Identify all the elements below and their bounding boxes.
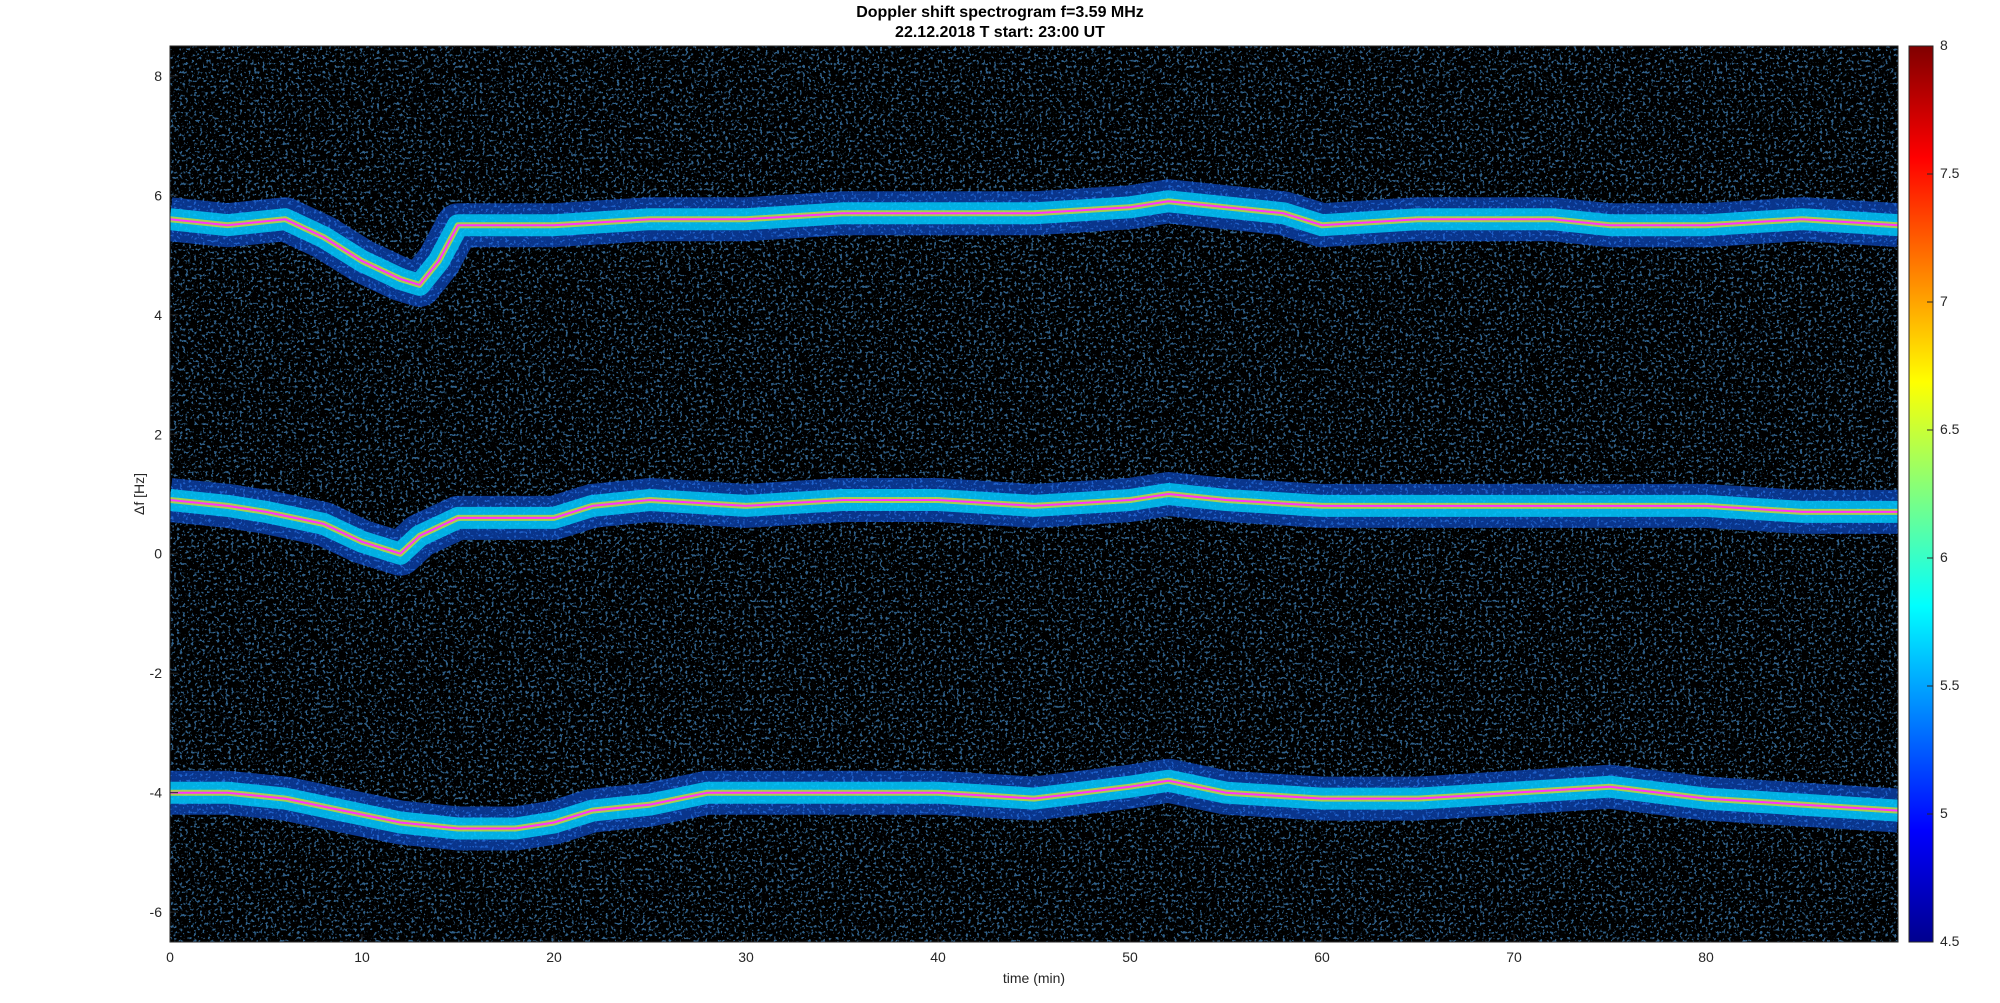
trace-lines	[170, 200, 1898, 830]
colorbar	[1908, 45, 1934, 943]
y-tick-label: -4	[150, 785, 163, 801]
x-axis: 0 10 20 30 40 50 60 70 80	[166, 934, 1714, 965]
colorbar-tick-label: 6	[1940, 549, 1948, 565]
y-tick-label: 4	[154, 307, 162, 323]
colorbar-tick-label: 7.5	[1940, 165, 1960, 181]
colorbar-tick-label: 4.5	[1940, 933, 1960, 949]
x-tick-label: 50	[1122, 949, 1138, 965]
colorbar-tick-label: 8	[1940, 37, 1948, 53]
chart-subtitle: 22.12.2018 T start: 23:00 UT	[895, 24, 1105, 41]
colorbar-tick-label: 7	[1940, 293, 1948, 309]
colorbar-ticks: 8 7.5 7 6.5 6 5.5 5 4.5	[1927, 37, 1960, 949]
x-tick-label: 20	[546, 949, 562, 965]
x-tick-label: 40	[930, 949, 946, 965]
y-axis: 8 6 4 2 0 -2 -4 -6	[150, 68, 178, 920]
y-tick-label: 2	[154, 426, 162, 442]
x-tick-label: 0	[166, 949, 174, 965]
trace-line-2	[170, 493, 1898, 555]
colorbar-tick-label: 5.5	[1940, 677, 1960, 693]
y-axis-label: Δf [Hz]	[131, 473, 147, 515]
colorbar-tick-label: 5	[1940, 805, 1948, 821]
trace-line-1	[170, 200, 1898, 286]
x-tick-label: 70	[1506, 949, 1522, 965]
colorbar-tick-label: 6.5	[1940, 421, 1960, 437]
x-tick-label: 80	[1698, 949, 1714, 965]
plot-frame	[169, 45, 1899, 943]
x-axis-label: time (min)	[1003, 970, 1065, 986]
y-tick-label: -6	[150, 904, 163, 920]
trace-line-3	[170, 779, 1898, 830]
chart-title: Doppler shift spectrogram f=3.59 MHz	[856, 4, 1144, 21]
y-tick-label: 8	[154, 68, 162, 84]
x-tick-label: 10	[354, 949, 370, 965]
x-tick-label: 60	[1314, 949, 1330, 965]
y-tick-label: 6	[154, 187, 162, 203]
y-tick-label: -2	[150, 665, 163, 681]
x-tick-label: 30	[738, 949, 754, 965]
y-tick-label: 0	[154, 546, 162, 562]
